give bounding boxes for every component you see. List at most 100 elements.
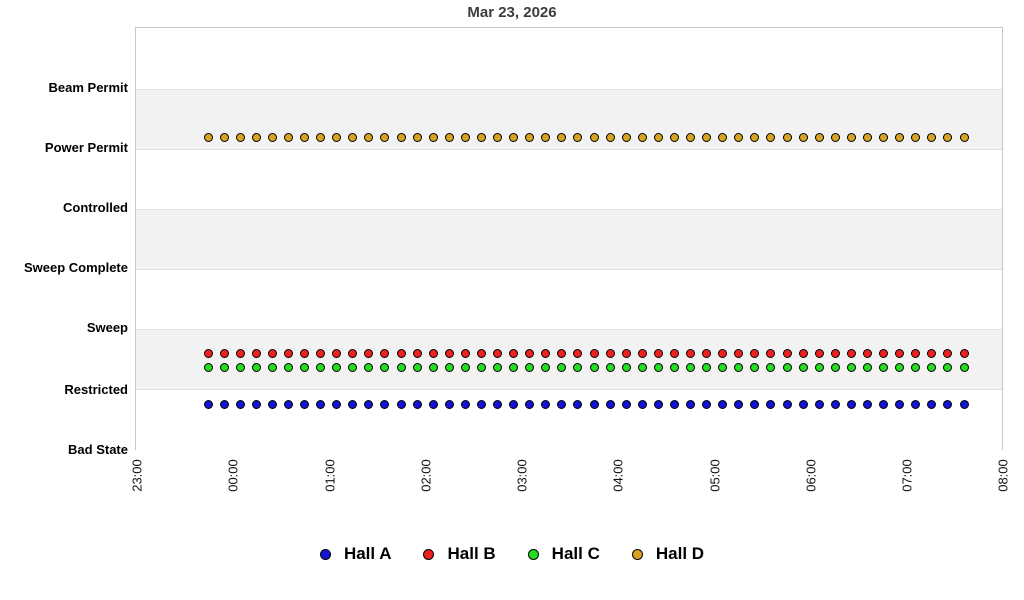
data-point-hall-a — [509, 399, 519, 409]
data-point-hall-a — [798, 399, 808, 409]
data-point-hall-d — [589, 132, 599, 142]
category-gridline — [136, 149, 1002, 150]
data-point-hall-b — [862, 348, 872, 358]
data-point-hall-c — [911, 362, 921, 372]
data-point-hall-c — [219, 362, 229, 372]
data-point-hall-b — [267, 348, 277, 358]
data-point-hall-c — [235, 362, 245, 372]
data-point-hall-c — [283, 362, 293, 372]
data-point-hall-b — [702, 348, 712, 358]
data-point-hall-b — [396, 348, 406, 358]
data-point-hall-a — [927, 399, 937, 409]
data-point-hall-c — [798, 362, 808, 372]
data-point-hall-c — [702, 362, 712, 372]
data-point-hall-b — [766, 348, 776, 358]
data-point-hall-c — [493, 362, 503, 372]
data-point-hall-b — [332, 348, 342, 358]
data-point-hall-a — [686, 399, 696, 409]
data-point-hall-c — [557, 362, 567, 372]
x-axis-label: 04:00 — [610, 459, 626, 492]
data-point-hall-d — [927, 132, 937, 142]
data-point-hall-d — [702, 132, 712, 142]
data-point-hall-d — [219, 132, 229, 142]
data-point-hall-b — [235, 348, 245, 358]
data-point-hall-a — [316, 399, 326, 409]
data-point-hall-c — [251, 362, 261, 372]
data-point-hall-d — [686, 132, 696, 142]
category-band — [136, 28, 1002, 89]
data-point-hall-d — [316, 132, 326, 142]
data-point-hall-d — [428, 132, 438, 142]
data-point-hall-c — [364, 362, 374, 372]
x-axis-label: 07:00 — [899, 459, 915, 492]
data-point-hall-a — [444, 399, 454, 409]
data-point-hall-d — [846, 132, 856, 142]
legend-item-hall-d: Hall D — [631, 544, 704, 564]
data-point-hall-d — [267, 132, 277, 142]
legend: Hall A Hall B Hall C Hall D — [0, 541, 1024, 567]
data-point-hall-b — [734, 348, 744, 358]
data-point-hall-a — [557, 399, 567, 409]
data-point-hall-d — [766, 132, 776, 142]
data-point-hall-c — [541, 362, 551, 372]
data-point-hall-d — [332, 132, 342, 142]
data-point-hall-a — [380, 399, 390, 409]
data-point-hall-d — [830, 132, 840, 142]
data-point-hall-a — [782, 399, 792, 409]
data-point-hall-c — [862, 362, 872, 372]
data-point-hall-d — [476, 132, 486, 142]
data-point-hall-b — [219, 348, 229, 358]
data-point-hall-c — [412, 362, 422, 372]
data-point-hall-c — [332, 362, 342, 372]
data-point-hall-c — [300, 362, 309, 372]
category-gridline — [136, 89, 1002, 90]
hall-d-marker-icon — [631, 548, 643, 560]
data-point-hall-d — [862, 132, 872, 142]
data-point-hall-c — [203, 362, 213, 372]
data-point-hall-d — [412, 132, 422, 142]
x-axis-label: 06:00 — [803, 459, 819, 492]
legend-label: Hall C — [551, 544, 600, 563]
data-point-hall-b — [476, 348, 486, 358]
data-point-hall-d — [364, 132, 374, 142]
data-point-hall-c — [396, 362, 406, 372]
data-point-hall-d — [283, 132, 293, 142]
data-point-hall-c — [267, 362, 277, 372]
data-point-hall-b — [251, 348, 261, 358]
data-point-hall-a — [460, 399, 470, 409]
data-point-hall-d — [911, 132, 921, 142]
data-point-hall-d — [637, 132, 647, 142]
data-point-hall-a — [766, 399, 776, 409]
x-axis-label: 00:00 — [225, 459, 241, 492]
y-axis-label: Controlled — [63, 200, 128, 215]
data-point-hall-a — [476, 399, 486, 409]
data-point-hall-b — [653, 348, 663, 358]
data-point-hall-a — [219, 399, 229, 409]
legend-label: Hall A — [343, 544, 392, 563]
data-point-hall-a — [605, 399, 615, 409]
data-point-hall-d — [621, 132, 631, 142]
x-axis-label: 05:00 — [707, 459, 722, 492]
data-point-hall-a — [412, 399, 422, 409]
y-axis-label: Restricted — [64, 382, 128, 397]
data-point-hall-d — [525, 132, 535, 142]
data-point-hall-d — [348, 132, 358, 142]
data-point-hall-b — [621, 348, 631, 358]
data-point-hall-d — [573, 132, 583, 142]
data-point-hall-c — [669, 362, 679, 372]
data-point-hall-a — [734, 399, 744, 409]
data-point-hall-a — [653, 399, 663, 409]
data-point-hall-b — [927, 348, 937, 358]
data-point-hall-a — [959, 399, 969, 409]
data-point-hall-d — [782, 132, 792, 142]
data-point-hall-d — [203, 132, 213, 142]
data-point-hall-c — [782, 362, 792, 372]
data-point-hall-c — [846, 362, 856, 372]
data-point-hall-c — [589, 362, 599, 372]
data-point-hall-b — [557, 348, 567, 358]
category-gridline — [136, 329, 1002, 330]
data-point-hall-b — [830, 348, 840, 358]
data-point-hall-b — [316, 348, 326, 358]
category-gridline — [136, 389, 1002, 390]
data-point-hall-b — [798, 348, 808, 358]
